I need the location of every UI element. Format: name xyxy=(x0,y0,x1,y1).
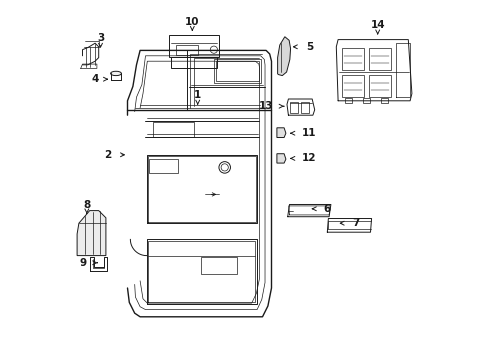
Bar xyxy=(289,102,298,113)
Text: 2: 2 xyxy=(104,150,111,160)
Text: 11: 11 xyxy=(302,128,316,138)
Text: 3: 3 xyxy=(97,33,104,43)
Polygon shape xyxy=(277,37,290,76)
Ellipse shape xyxy=(110,71,121,76)
Bar xyxy=(363,98,369,103)
Bar xyxy=(213,59,260,83)
Bar xyxy=(168,35,219,57)
Text: 5: 5 xyxy=(305,42,312,52)
Text: 8: 8 xyxy=(83,200,90,210)
Text: 9: 9 xyxy=(80,258,87,268)
Bar xyxy=(176,45,197,55)
Bar xyxy=(215,61,258,81)
Bar xyxy=(345,98,351,103)
Bar xyxy=(170,57,217,68)
Polygon shape xyxy=(276,128,285,138)
Bar xyxy=(342,48,363,70)
Text: 10: 10 xyxy=(184,17,199,27)
Bar xyxy=(342,75,363,97)
Bar xyxy=(381,98,387,103)
Text: 6: 6 xyxy=(323,204,330,214)
Text: 1: 1 xyxy=(194,90,201,100)
Polygon shape xyxy=(276,154,285,163)
Text: 13: 13 xyxy=(258,101,273,111)
Text: 14: 14 xyxy=(369,20,384,30)
Text: 12: 12 xyxy=(302,153,316,163)
Text: 4: 4 xyxy=(91,74,99,84)
Polygon shape xyxy=(77,211,106,256)
Bar xyxy=(368,75,390,97)
Bar xyxy=(301,102,308,113)
Bar xyxy=(368,48,390,70)
Bar xyxy=(201,257,237,274)
Bar xyxy=(149,159,178,173)
Text: 7: 7 xyxy=(352,218,359,228)
